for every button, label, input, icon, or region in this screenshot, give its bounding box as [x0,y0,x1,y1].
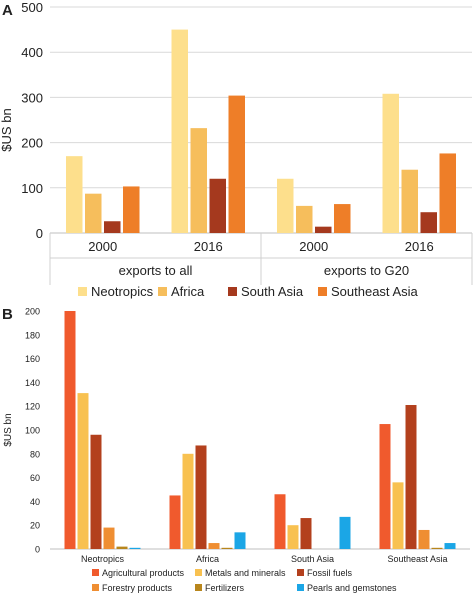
y-tick-label: 200 [25,307,40,317]
y-tick-label: 0 [35,545,40,555]
y-tick-label: 120 [25,402,40,412]
y-tick-label: 500 [21,0,43,15]
y-tick-label: 200 [21,136,43,151]
x-tick-label: 2000 [88,239,117,254]
panel-a-letter: A [2,2,13,19]
bar [382,93,399,233]
x-tick-label: 2000 [299,239,328,254]
bar [209,178,226,233]
y-tick-label: 100 [21,181,43,196]
bar [208,543,220,549]
bar [431,547,443,549]
legend-label: Forestry products [102,583,173,593]
group-label: exports to all [119,263,193,278]
legend-swatch [195,584,202,591]
y-tick-label: 400 [21,45,43,60]
bar [77,393,89,549]
y-tick-label: 0 [36,226,43,241]
panel-b-letter: B [2,306,13,323]
bar [129,547,141,549]
legend-label: Fertilizers [205,583,245,593]
legend-swatch [195,569,202,576]
legend-swatch [228,287,237,296]
bar [221,547,233,549]
y-tick-label: 140 [25,378,40,388]
y-tick-label: 180 [25,330,40,340]
y-tick-label: 80 [30,449,40,459]
bar [195,445,207,549]
legend-label: Pearls and gemstones [307,583,397,593]
legend-label: Metals and minerals [205,568,286,578]
bar [315,226,332,233]
panel-b-y-axis-title: $US bn [3,413,14,446]
legend-label: South Asia [241,284,304,299]
legend-swatch [92,569,99,576]
legend-label: Agricultural products [102,568,185,578]
bar [296,205,313,233]
legend-swatch [158,287,167,296]
bar [339,516,351,549]
x-tick-label: Africa [196,554,219,564]
bar [420,212,437,233]
bar [85,193,102,233]
bar [171,29,188,233]
bar [379,424,391,549]
bar [277,178,294,233]
x-tick-label: 2016 [405,239,434,254]
bar [300,518,312,549]
bar [401,169,418,233]
bar [287,525,299,549]
bar [228,95,245,233]
bar [116,546,128,549]
legend-label: Neotropics [91,284,154,299]
legend-swatch [297,569,304,576]
x-tick-label: Neotropics [81,554,125,564]
bar [66,156,83,233]
bar [334,204,351,233]
bar [104,221,121,233]
legend-swatch [297,584,304,591]
legend-label: Fossil fuels [307,568,353,578]
panel-b: B $US bn 0 20 40 60 80 100 120 140 160 180 200 Neot… [2,306,470,593]
legend-label: Africa [171,284,205,299]
x-tick-label: South Asia [291,554,334,564]
legend-swatch [318,287,327,296]
bar [392,482,404,549]
bar [274,494,286,549]
x-tick-label: Southeast Asia [387,554,447,564]
bar [234,532,246,549]
bar [90,434,102,549]
bar [418,529,430,549]
bar [169,495,181,549]
bar [405,405,417,549]
y-tick-label: 20 [30,521,40,531]
bar [444,543,456,549]
bar [182,453,194,549]
bar [123,186,140,233]
bar [190,128,207,233]
y-tick-label: 300 [21,90,43,105]
y-tick-label: 160 [25,354,40,364]
x-tick-label: 2016 [194,239,223,254]
panel-a-y-axis-title: $US bn [0,108,14,151]
y-tick-label: 40 [30,497,40,507]
legend-swatch [92,584,99,591]
y-tick-label: 60 [30,473,40,483]
bar [439,153,456,233]
legend-swatch [78,287,87,296]
group-label: exports to G20 [324,263,409,278]
bar [103,527,115,549]
y-tick-label: 100 [25,426,40,436]
bar [64,311,76,549]
legend-label: Southeast Asia [331,284,418,299]
